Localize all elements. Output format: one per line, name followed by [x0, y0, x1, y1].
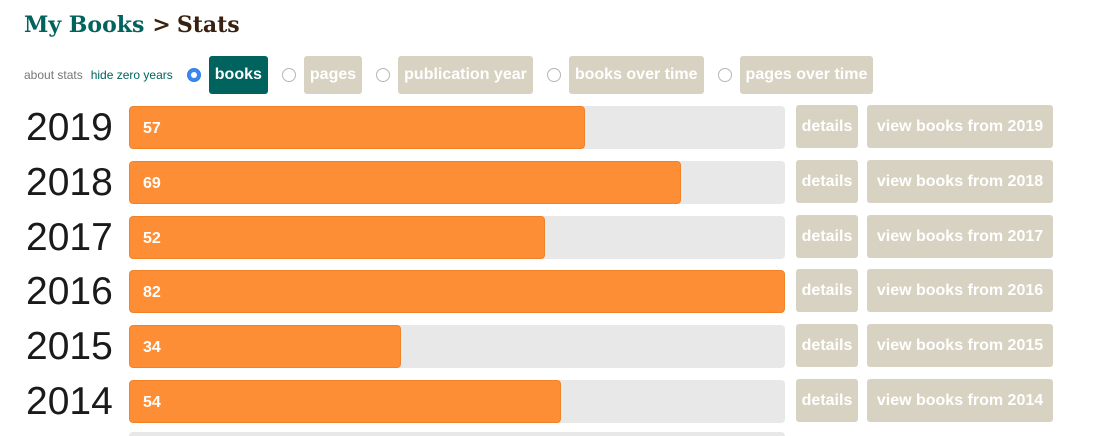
tab-books[interactable]: books [208, 56, 268, 94]
breadcrumb: My Books > Stats [24, 10, 240, 40]
books-count-value: 82 [143, 284, 161, 302]
view-books-button[interactable]: view books from 2019 [867, 105, 1053, 148]
year-row: 2014 54 details view books from 2014 [0, 378, 1100, 424]
view-books-button[interactable]: view books from 2016 [867, 269, 1053, 313]
books-count-bar: 82 [129, 270, 785, 314]
radio-pages[interactable] [281, 68, 296, 82]
radio-publication-year[interactable] [376, 68, 391, 82]
books-count-bar: 54 [129, 379, 561, 423]
details-button[interactable]: details [796, 159, 858, 203]
breadcrumb-separator: > [152, 12, 171, 38]
year-row: 2018 69 details view books from 2018 [0, 159, 1100, 205]
books-count-value: 52 [143, 229, 161, 247]
details-button[interactable]: details [796, 214, 858, 258]
year-label: 2019 [26, 106, 113, 149]
view-books-button[interactable]: view books from 2018 [867, 159, 1053, 203]
year-label: 2018 [26, 160, 113, 204]
year-label: 2015 [26, 325, 113, 369]
books-count-bar: 34 [129, 325, 401, 369]
year-label: 2014 [26, 379, 113, 423]
next-row-bar-track [129, 432, 785, 436]
radio-books[interactable] [186, 68, 201, 82]
tab-pages[interactable]: pages [303, 56, 363, 94]
details-button[interactable]: details [796, 269, 858, 313]
year-label: 2016 [26, 270, 113, 314]
bar-track: 69 [129, 160, 785, 204]
year-label: 2017 [26, 215, 113, 259]
bar-track: 52 [129, 215, 785, 259]
year-row: 2016 82 details view books from 2016 [0, 269, 1100, 314]
year-row: 2017 52 details view books from 2017 [0, 214, 1100, 260]
books-count-value: 54 [143, 393, 161, 411]
books-count-value: 34 [143, 339, 161, 357]
bar-track: 54 [129, 379, 785, 423]
bar-track: 34 [129, 325, 785, 369]
tab-pages-over-time[interactable]: pages over time [739, 56, 874, 94]
bar-track: 57 [129, 106, 785, 149]
hide-zero-years-link[interactable]: hide zero years [90, 68, 173, 82]
year-stats-list: 2019 57 details view books from 2019 201… [0, 105, 1100, 434]
stats-controls: about stats hide zero years books pages … [24, 56, 887, 94]
breadcrumb-my-books-link[interactable]: My Books [24, 12, 145, 38]
view-books-button[interactable]: view books from 2017 [867, 214, 1053, 258]
books-count-value: 69 [143, 174, 161, 192]
details-button[interactable]: details [796, 105, 858, 148]
radio-pages-over-time[interactable] [717, 68, 732, 82]
books-count-value: 57 [143, 120, 161, 137]
books-count-bar: 52 [129, 215, 545, 259]
year-row: 2019 57 details view books from 2019 [0, 105, 1100, 150]
tab-publication-year[interactable]: publication year [398, 56, 533, 94]
tab-books-over-time[interactable]: books over time [568, 56, 704, 94]
view-books-button[interactable]: view books from 2014 [867, 378, 1053, 422]
books-count-bar: 69 [129, 160, 681, 204]
radio-books-over-time[interactable] [546, 68, 561, 82]
bar-track: 82 [129, 270, 785, 314]
view-books-button[interactable]: view books from 2015 [867, 324, 1053, 368]
about-stats-link[interactable]: about stats [24, 68, 83, 82]
details-button[interactable]: details [796, 378, 858, 422]
books-count-bar: 57 [129, 106, 585, 149]
year-row: 2015 34 details view books from 2015 [0, 324, 1100, 369]
page-title: Stats [176, 12, 240, 38]
details-button[interactable]: details [796, 324, 858, 368]
